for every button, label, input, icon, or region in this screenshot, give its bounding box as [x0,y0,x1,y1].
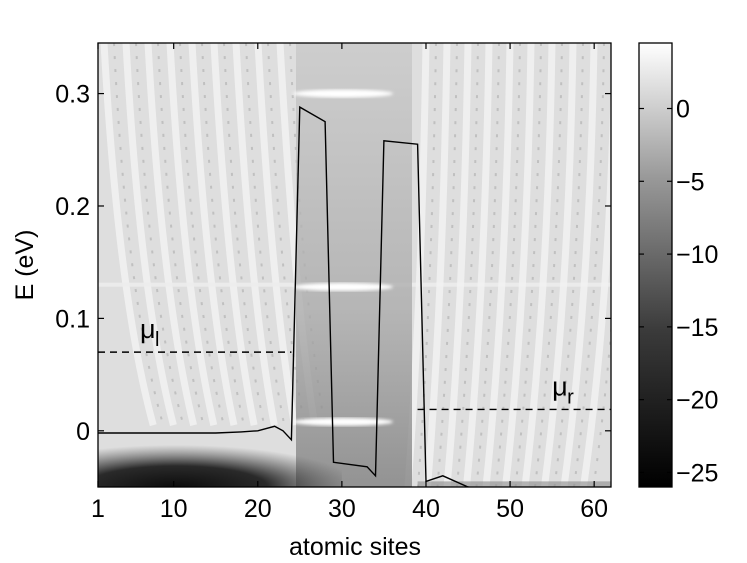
x-axis-ticks: 1 10 20 30 40 50 60 [91,43,608,523]
x-tick-label: 20 [244,495,272,523]
stripe-left-dots [223,43,266,426]
x-tick-label: 30 [328,495,356,523]
plot-frame [97,42,612,488]
stripe-right [502,43,535,487]
stripe-left-dots [245,43,286,426]
x-axis-title: atomic sites [289,533,421,561]
stripe-left-dots [113,43,165,426]
resonance-line [293,89,393,98]
potential-profile-line [98,105,474,487]
stripe-right [423,43,451,487]
y-axis-ticks: 0 0.1 0.2 0.3 [55,81,611,446]
stripe-right-dots [514,43,542,487]
stripe-left-dots [267,43,306,426]
x-tick-label: 1 [91,495,105,523]
y-tick-label: 0.3 [55,81,90,109]
resonance-line [293,282,393,291]
stripe-right [443,43,472,487]
colorbar-tick-label: −15 [676,314,718,342]
stripe-left [188,43,238,426]
colorbar-tick-label: −10 [676,241,718,269]
colorbar-tick-label: −25 [676,459,718,487]
stripe-right-dots [533,43,563,487]
colorbar-tick-label: 0 [676,96,690,124]
stripe-left-dots [201,43,245,426]
dark-band-fill [98,430,342,487]
stripe-left-dots [135,43,185,426]
heatmap [98,43,611,487]
x-tick-label: 10 [160,495,188,523]
stripe-right [580,69,611,487]
stripe-right-dots [416,43,437,487]
chemical-potential-l-subscript: l [155,329,159,351]
stripe-right-dots [436,43,458,487]
y-tick-label: 0 [76,418,90,446]
stripe-left [210,43,258,426]
chemical-potential-r-label: μ [552,371,568,401]
right-band-fill [417,481,611,487]
quantum-well-region [296,43,412,487]
y-axis-title: E (eV) [11,230,39,301]
stripe-right-dots [572,43,605,487]
stripe-left [100,43,157,427]
stripe-right [521,43,556,487]
x-tick-label: 50 [496,495,524,523]
stripe-left-dots [179,43,225,426]
colorbar-tick-label: −20 [676,387,718,415]
stripe-right [541,43,577,487]
stripe-right-dots [553,43,584,487]
interference-stripes-right [404,43,611,487]
overlay: μ lμ r [98,105,611,487]
chemical-potential-r-subscript: r [567,386,574,408]
stripe-right-dots [455,43,479,487]
stripe-left [254,43,298,426]
stripe-right [482,43,514,487]
resonance-line [293,417,393,426]
colorbar-ticks: 0 −5 −10 −15 −20 −25 [639,96,718,487]
band-bottom-region [98,430,611,487]
colorbar: 0 −5 −10 −15 −20 −25 [638,42,718,488]
stripe-left [166,43,218,426]
stripe-right-dots [475,43,500,487]
stripe-right [463,43,493,487]
x-tick-label: 60 [580,495,608,523]
y-tick-label: 0.2 [55,193,90,221]
stripe-right-dots [592,320,611,487]
colorbar-gradient [638,42,673,488]
resonance-lines [293,89,393,426]
chemical-potential-l-label: μ [140,314,156,344]
stripe-left [232,43,278,426]
y-tick-label: 0.1 [55,305,90,333]
stripe-left-dots [157,43,205,426]
x-tick-label: 40 [412,495,440,523]
stripe-left [144,43,197,427]
stripe-left [122,43,177,427]
stripe-right [560,43,598,487]
colorbar-tick-label: −5 [676,168,705,196]
stripe-right-dots [494,43,521,487]
